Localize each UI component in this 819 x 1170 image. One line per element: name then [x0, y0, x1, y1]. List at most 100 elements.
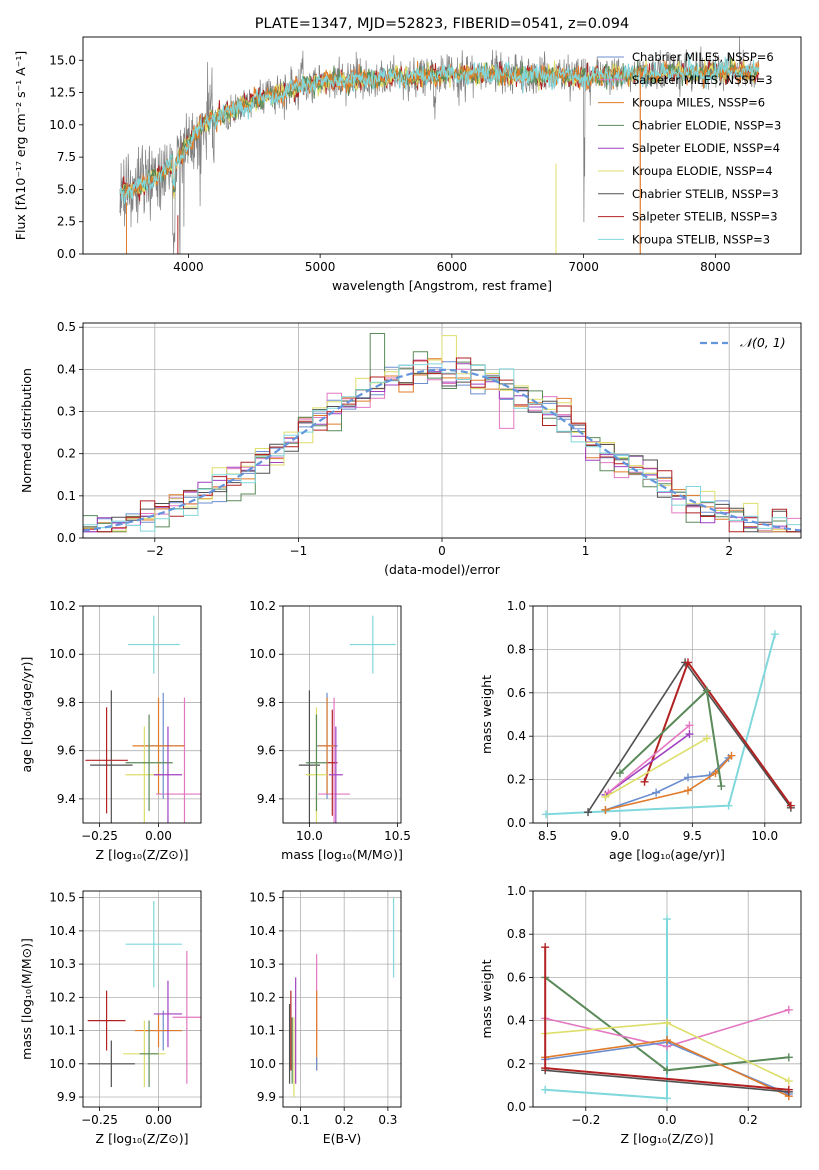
legend-entry: Chabrier MILES, NSSP=6 [632, 50, 774, 64]
legend-entry: Salpeter MILES, NSSP=3 [632, 73, 773, 87]
plot-area [298, 615, 396, 823]
y-tick-label: 2.5 [57, 215, 76, 229]
y-tick-label: 10.2 [49, 990, 76, 1004]
x-tick-label: −2 [146, 544, 164, 558]
normal-curve [83, 368, 801, 532]
axes-frame [82, 36, 802, 255]
legend-entry: Salpeter ELODIE, NSSP=4 [632, 141, 780, 155]
legend-entry: Chabrier STELIB, NSSP=3 [632, 187, 779, 201]
y-tick-label: 0.6 [507, 686, 526, 700]
y-tick-label: 0.0 [507, 1100, 526, 1114]
series-marker-chabrier_elodie [717, 782, 726, 791]
series-marker-chabrier_elodie [663, 1066, 671, 1075]
y-tick-label: 10.0 [249, 1057, 276, 1071]
y-tick-label: 10.3 [249, 957, 276, 971]
x-tick-label: 2 [725, 544, 733, 558]
spectrum-data-line [119, 37, 759, 254]
axes-frame [82, 322, 802, 539]
series-marker-kroupa_miles [663, 1036, 671, 1045]
y-tick-label: 0.2 [507, 1057, 526, 1071]
axes-frame [82, 605, 202, 824]
series-line-kroupa_miles [605, 755, 733, 811]
y-tick-label: 0.0 [57, 531, 76, 545]
y-tick-label: 10.5 [249, 891, 276, 905]
x-tick-label: −0.25 [81, 1113, 118, 1127]
series-marker-chabrier_elodie [615, 769, 624, 778]
x-axis-label: (data-model)/error [384, 562, 501, 577]
series-marker-kroupa_elodie [702, 734, 711, 743]
panel-2: −2 −1 0 1 2 0.0 0.1 0.2 0.3 0.4 0.5 (data-model)/er… [19, 320, 802, 577]
x-tick-label: 0.00 [145, 1113, 172, 1127]
y-tick-label: 10.5 [49, 891, 76, 905]
x-tick-label: 1 [582, 544, 590, 558]
series-marker-chabrier_elodie [702, 686, 711, 695]
series-marker-chabrier_stelib [584, 808, 593, 817]
panel-7: 0.1 0.2 0.3 9.9 10.0 10.1 10.2 10.3 10.4 10.5 E(B-… [249, 890, 402, 1146]
x-tick-label: 0.3 [378, 1113, 397, 1127]
legend-entry: Kroupa ELODIE, NSSP=4 [632, 164, 773, 178]
histogram-chabrier_miles [83, 361, 801, 533]
series-marker-kroupa_miles [711, 769, 720, 778]
series-marker-salpeter_stelib [541, 943, 550, 952]
y-axis-label: mass weight [479, 675, 494, 754]
x-axis-label: age [log₁₀(age/yr)] [609, 847, 725, 862]
y-tick-label: 0.2 [507, 773, 526, 787]
y-tick-label: 10.0 [49, 647, 76, 661]
series-marker-salpeter_miles [784, 1005, 793, 1014]
y-tick-label: 9.8 [57, 695, 76, 709]
x-tick-label: 0 [438, 544, 446, 558]
series-marker-salpeter_stelib [541, 1064, 550, 1073]
y-tick-label: 0.3 [57, 405, 76, 419]
x-tick-label: 10.5 [384, 829, 411, 843]
histogram-kroupa_elodie [83, 335, 801, 533]
x-tick-label: 7000 [568, 260, 599, 274]
y-tick-label: 12.5 [49, 86, 76, 100]
y-tick-label: 10.2 [49, 599, 76, 613]
y-tick-label: 10.4 [249, 924, 276, 938]
y-tick-label: 1.0 [507, 884, 526, 898]
series-marker-salpeter_stelib [640, 777, 649, 786]
series-marker-kroupa_elodie [663, 1018, 671, 1027]
plot-area [83, 333, 801, 533]
y-tick-label: 10.2 [249, 599, 276, 613]
y-tick-label: 10.0 [49, 1057, 76, 1071]
series-line-kroupa_elodie [604, 737, 708, 798]
series-marker-salpeter_stelib [786, 801, 795, 810]
x-tick-label: 10.0 [296, 829, 323, 843]
y-tick-label: 10.0 [49, 118, 76, 132]
y-tick-label: 0.6 [507, 970, 526, 984]
series-marker-chabrier_miles [652, 788, 661, 797]
series-marker-salpeter_stelib [784, 1085, 793, 1094]
y-tick-label: 10.1 [49, 1024, 76, 1038]
x-tick-label: 6000 [437, 260, 468, 274]
x-tick-label: 9.0 [610, 829, 629, 843]
x-axis-label: E(B-V) [323, 1131, 362, 1146]
series-marker-chabrier_miles [684, 773, 693, 782]
series-line-salpeter_miles [607, 724, 691, 794]
x-tick-label: 9.5 [683, 829, 702, 843]
y-tick-label: 0.1 [57, 489, 76, 503]
series-marker-kroupa_miles [727, 751, 736, 760]
series-marker-kroupa_stelib [541, 1085, 550, 1094]
panel-1: 4000 5000 6000 7000 8000 0.0 2.5 5.0 7.5 10.0 12.5… [13, 16, 802, 293]
y-tick-label: 0.0 [57, 247, 76, 261]
series-marker-chabrier_elodie [784, 1053, 793, 1062]
x-tick-label: 0.00 [145, 829, 172, 843]
histogram-kroupa_stelib [83, 363, 801, 532]
y-axis-label: mass [log₁₀(M/M⊙)] [19, 938, 34, 1060]
series-line-salpeter_stelib [643, 660, 792, 807]
panel-5: 8.5 9.0 9.5 10.0 0.0 0.2 0.4 0.6 0.8 1.0 age [log₁… [479, 599, 802, 862]
series-marker-kroupa_stelib [663, 1094, 671, 1103]
y-tick-label: 10.1 [249, 1024, 276, 1038]
panel-8: −0.2 0.0 0.2 0.0 0.2 0.4 0.6 0.8 1.0 Z [log₁₀(Z/Z… [479, 884, 802, 1146]
series-marker-kroupa_stelib [770, 630, 779, 639]
series-line-kroupa_stelib [545, 633, 776, 816]
x-tick-label: 10.0 [751, 829, 778, 843]
x-axis-label: Z [log₁₀(Z/Z⊙)] [621, 1131, 714, 1146]
series-marker-salpeter_elodie [685, 730, 694, 739]
series-marker-kroupa_miles [684, 786, 693, 795]
y-axis-label: Normed distribution [19, 368, 34, 493]
y-tick-label: 0.2 [57, 447, 76, 461]
x-tick-label: 5000 [305, 260, 336, 274]
